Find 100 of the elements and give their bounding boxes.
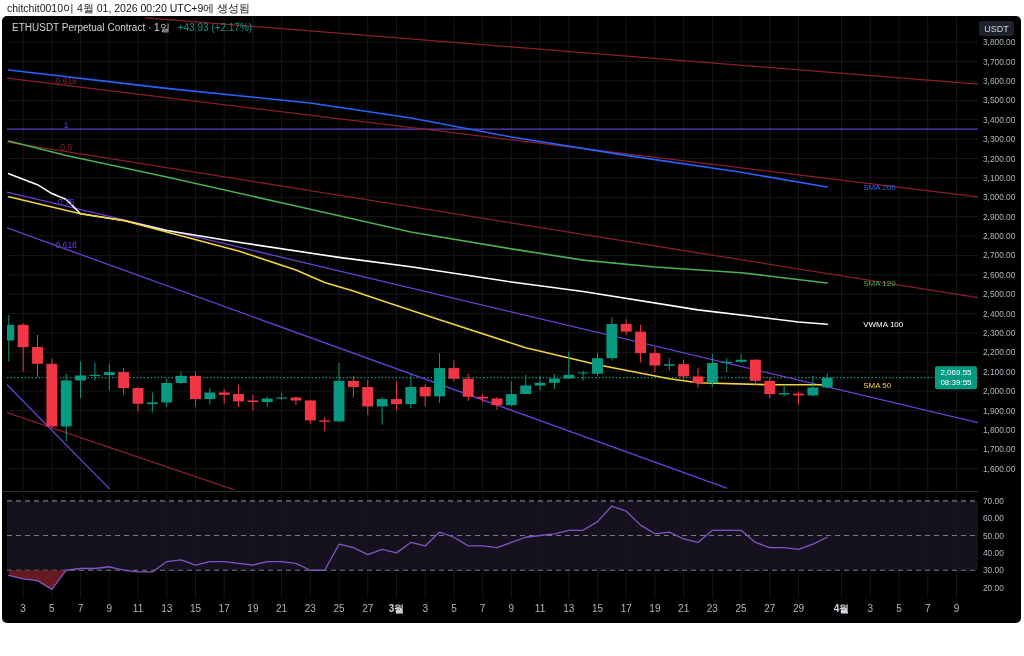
candlestick <box>678 359 690 381</box>
y-tick-label: 2,000.00 <box>983 386 1016 397</box>
x-tick-label: 5 <box>49 603 56 614</box>
text: SMA 50 <box>863 380 892 390</box>
candlestick <box>247 394 259 412</box>
y-tick-label: 40.00 <box>983 547 1005 558</box>
x-tick-label: 13 <box>161 603 173 614</box>
x-tick-label: 9 <box>953 603 960 614</box>
annotation: 0.5 <box>60 142 73 153</box>
candlestick <box>405 374 417 409</box>
y-tick-label: 2,800.00 <box>983 231 1016 242</box>
candlestick <box>118 367 130 396</box>
x-tick-label: 17 <box>620 603 633 614</box>
y-tick-label: 3,200.00 <box>983 153 1016 164</box>
candlestick <box>132 386 144 412</box>
x-tick-label: 4월 <box>833 603 850 614</box>
candlestick <box>592 352 603 377</box>
line-series <box>8 505 828 590</box>
x-tick-label: 3 <box>867 603 874 614</box>
candlestick <box>347 375 359 399</box>
x-tick-label: 3 <box>422 603 429 614</box>
candlestick <box>764 377 776 399</box>
x-tick-label: 3월 <box>388 603 405 614</box>
x-tick-label: 19 <box>649 603 661 614</box>
ref-line-label: 2,069.55 08:39:55 <box>940 368 973 388</box>
line-series <box>7 140 829 284</box>
x-tick-label: 15 <box>591 603 604 614</box>
y-tick-label: 1,700.00 <box>983 444 1016 455</box>
candlestick <box>649 346 661 374</box>
y-tick-label: 2,100.00 <box>983 366 1016 377</box>
text: VWMA 100 <box>863 320 904 330</box>
x-tick-label: 23 <box>304 603 317 614</box>
x-tick-label: 7 <box>479 603 486 614</box>
y-tick-label: 2,400.00 <box>983 308 1016 319</box>
candlestick <box>735 353 747 364</box>
y-axis-title: USDT <box>984 24 1010 34</box>
y-tick-label: 1,600.00 <box>983 463 1016 474</box>
text: ETHUSDT Perpetual Contract · 1일 <box>12 22 170 33</box>
y-tick-label: 2,500.00 <box>983 289 1016 300</box>
y-tick-label: 2,900.00 <box>983 211 1016 222</box>
text: chitchit0010이 4월 01, 2026 00:20 UTC+9에 생성됨 <box>7 2 251 14</box>
y-tick-label: 1,800.00 <box>983 424 1016 435</box>
candlestick <box>534 375 546 392</box>
x-tick-label: 27 <box>362 603 374 614</box>
x-tick-label: 11 <box>132 603 144 614</box>
x-tick-label: 11 <box>534 603 546 614</box>
x-tick-label: 5 <box>896 603 903 614</box>
y-tick-label: 3,000.00 <box>983 192 1016 203</box>
candlestick <box>391 380 402 412</box>
x-tick-label: 3 <box>20 603 27 614</box>
line-series <box>7 172 829 326</box>
y-tick-label: 30.00 <box>983 565 1005 576</box>
candlestick <box>749 358 761 386</box>
x-tick-label: 29 <box>792 603 805 614</box>
y-tick-label: 3,600.00 <box>983 75 1016 86</box>
line-series <box>7 69 829 188</box>
x-tick-label: 25 <box>735 603 748 614</box>
y-tick-label: 60.00 <box>983 513 1005 524</box>
candlestick <box>663 357 675 372</box>
text: SMA 200 <box>863 182 897 192</box>
y-tick-label: 2,600.00 <box>983 269 1016 280</box>
candlestick <box>362 379 374 416</box>
y-tick-label: 3,700.00 <box>983 56 1016 67</box>
x-tick-label: 25 <box>333 603 346 614</box>
candlestick <box>505 380 517 407</box>
candlestick <box>146 391 158 413</box>
x-tick-label: 17 <box>218 603 231 614</box>
y-tick-label: 3,400.00 <box>983 114 1016 125</box>
x-tick-label: 7 <box>924 603 931 614</box>
x-tick-label: 21 <box>276 603 288 614</box>
x-tick-label: 23 <box>706 603 719 614</box>
y-tick-label: 1,900.00 <box>983 405 1016 416</box>
candlestick <box>161 378 173 408</box>
x-tick-label: 9 <box>508 603 515 614</box>
annotation: 1 <box>63 119 69 130</box>
annotation: 0.618 <box>55 239 78 250</box>
candlestick <box>807 375 819 397</box>
y-tick-label: 2,700.00 <box>983 250 1016 261</box>
candlestick <box>419 383 431 407</box>
y-tick-label: 50.00 <box>983 530 1005 541</box>
candlestick <box>190 371 201 407</box>
y-tick-label: 3,100.00 <box>983 172 1016 183</box>
y-tick-label: 3,500.00 <box>983 95 1016 106</box>
y-tick-label: 20.00 <box>983 582 1005 593</box>
candlestick <box>233 384 244 408</box>
x-tick-label: 7 <box>77 603 84 614</box>
candlestick <box>448 360 460 382</box>
candlestick <box>692 367 704 388</box>
candlestick <box>635 324 647 363</box>
x-tick-label: 15 <box>189 603 202 614</box>
y-tick-label: 2,300.00 <box>983 327 1016 338</box>
y-tick-label: 2,200.00 <box>983 347 1016 358</box>
annotation: 0.618 <box>55 75 78 86</box>
candlestick <box>17 322 29 373</box>
x-tick-label: 21 <box>678 603 690 614</box>
x-tick-label: 27 <box>764 603 776 614</box>
candlestick <box>462 373 474 402</box>
text: +43.93 (+2.17%) <box>177 22 253 33</box>
x-tick-label: 9 <box>106 603 113 614</box>
x-tick-label: 13 <box>563 603 575 614</box>
